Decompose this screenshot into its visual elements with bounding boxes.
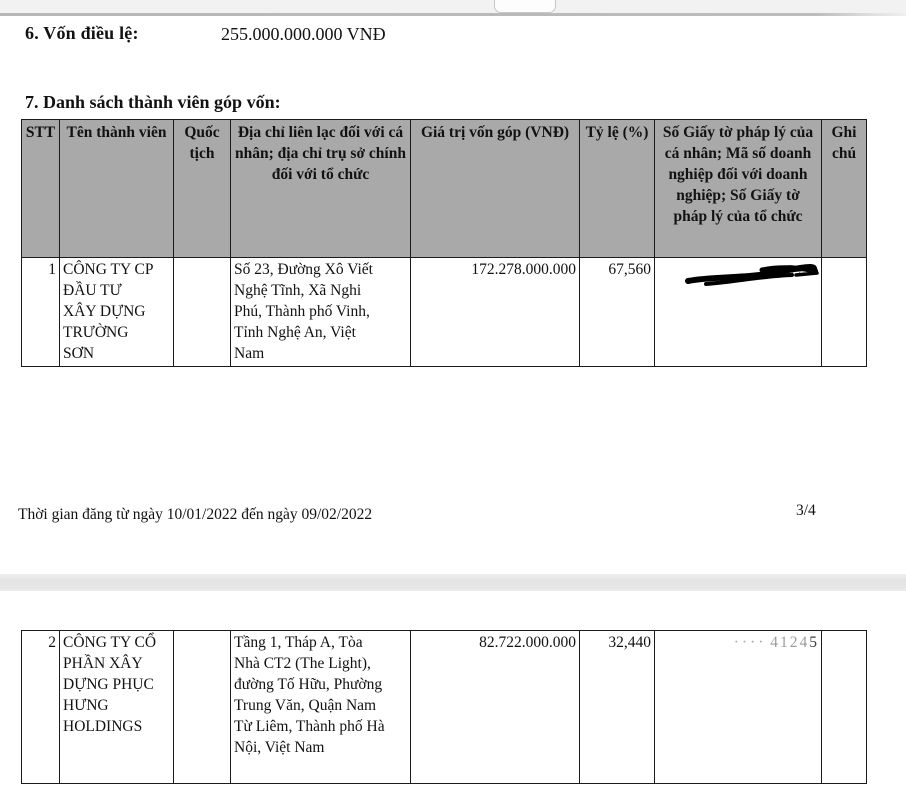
faded-legal-id: ···· 41245	[733, 634, 817, 651]
browser-topbar	[0, 0, 906, 13]
cell-address: Tầng 1, Tháp A, Tòa Nhà CT2 (The Light),…	[230, 630, 411, 784]
members-table-header-row: STT Tên thành viên Quốc tịch Địa chỉ liê…	[21, 119, 867, 258]
header-nationality: Quốc tịch	[173, 119, 231, 258]
topbar-divider	[0, 13, 906, 16]
cell-note	[821, 630, 867, 784]
members-table-continued: 2 CÔNG TY CỔ PHẦN XÂY DỰNG PHỤC HƯNG HOL…	[21, 630, 867, 784]
cell-member-name: CÔNG TY CỔ PHẦN XÂY DỰNG PHỤC HƯNG HOLDI…	[59, 630, 174, 784]
cell-stt: 1	[21, 257, 60, 367]
ink-scribble-icon	[685, 263, 819, 286]
cell-nationality	[173, 257, 231, 367]
cell-capital-value: 172.278.000.000	[410, 257, 580, 367]
header-member-name: Tên thành viên	[59, 119, 174, 258]
table-row-member-1: 1 CÔNG TY CP ĐẦU TƯ XÂY DỰNG TRƯỜNG SƠN …	[21, 257, 867, 367]
cell-address: Số 23, Đường Xô Viết Nghệ Tĩnh, Xã Nghi …	[230, 257, 411, 367]
members-section-title: 7. Danh sách thành viên góp vốn:	[25, 92, 281, 112]
cell-legal-id-faded: ···· 41245	[654, 630, 822, 784]
cell-ratio: 32,440	[579, 630, 655, 784]
members-table: STT Tên thành viên Quốc tịch Địa chỉ liê…	[21, 119, 867, 367]
browser-tab-remnant[interactable]	[494, 0, 556, 13]
charter-capital-label: 6. Vốn điều lệ:	[25, 23, 139, 43]
cell-nationality	[173, 630, 231, 784]
header-stt: STT	[21, 119, 60, 258]
header-ratio: Tỷ lệ (%)	[579, 119, 655, 258]
redaction-scribble: 5434	[684, 261, 819, 291]
header-note: Ghi chú	[821, 119, 867, 258]
cell-ratio: 67,560	[579, 257, 655, 367]
cell-capital-value: 82.722.000.000	[410, 630, 580, 784]
table-row-member-2: 2 CÔNG TY CỔ PHẦN XÂY DỰNG PHỤC HƯNG HOL…	[21, 630, 867, 784]
header-capital-value: Giá trị vốn góp (VNĐ)	[410, 119, 580, 258]
cell-member-name: CÔNG TY CP ĐẦU TƯ XÂY DỰNG TRƯỜNG SƠN	[59, 257, 174, 367]
header-legal-id: Số Giấy tờ pháp lý của cá nhân; Mã số do…	[654, 119, 822, 258]
header-address: Địa chỉ liên lạc đối với cá nhân; địa ch…	[230, 119, 411, 258]
charter-capital-value: 255.000.000.000 VNĐ	[221, 24, 386, 44]
registration-period-text: Thời gian đăng từ ngày 10/01/2022 đến ng…	[18, 506, 373, 523]
cell-stt: 2	[21, 630, 60, 784]
page-indicator: 3/4	[796, 502, 816, 519]
cell-note	[821, 257, 867, 367]
cell-legal-id-redacted: 5434	[654, 257, 822, 367]
page-separator	[0, 574, 906, 591]
